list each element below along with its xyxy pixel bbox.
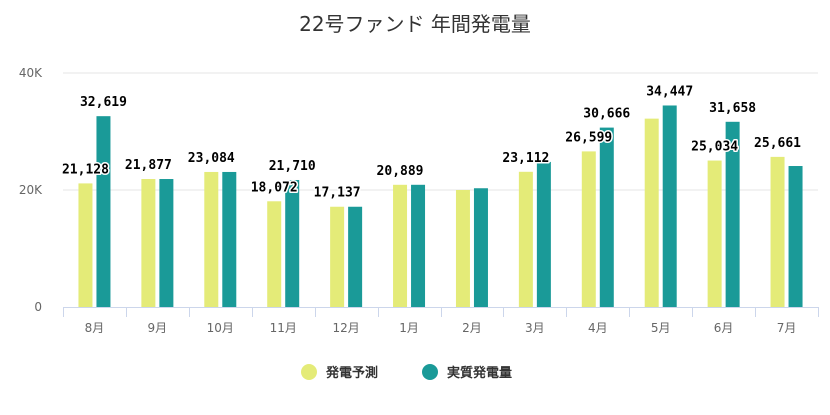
data-label: 21,128	[62, 162, 109, 177]
x-tick-label: 4月	[588, 321, 608, 335]
legend-symbol	[301, 364, 317, 380]
data-label: 34,447	[646, 84, 693, 99]
legend-symbol	[422, 364, 438, 380]
bar-forecast[interactable]	[204, 171, 219, 307]
x-tick-label: 6月	[714, 321, 734, 335]
legend-label: 発電予測	[325, 365, 378, 381]
x-tick-label: 5月	[651, 321, 671, 335]
x-tick-label: 3月	[525, 321, 545, 335]
bar-forecast[interactable]	[78, 183, 93, 307]
data-label: 18,072	[251, 180, 298, 195]
y-tick-label: 20K	[19, 183, 43, 197]
bar-actual[interactable]	[96, 116, 111, 307]
x-tick-label: 8月	[85, 321, 105, 335]
data-label: 30,666	[583, 107, 630, 122]
data-label: 25,661	[754, 136, 801, 151]
data-labels-layer: 21,128 32,619 21,877 23,084 18,072 21,710 17,1…	[60, 83, 802, 202]
y-tick-label: 40K	[19, 66, 43, 80]
bar-actual[interactable]	[473, 188, 488, 307]
legend-label: 実質発電量	[447, 365, 512, 381]
x-tick-label: 9月	[148, 321, 168, 335]
bar-actual[interactable]	[222, 171, 237, 307]
bar-forecast[interactable]	[644, 118, 659, 307]
bar-actual[interactable]	[411, 184, 426, 307]
x-tick-label: 10月	[207, 321, 234, 335]
bar-actual[interactable]	[599, 127, 614, 307]
data-label: 32,619	[80, 95, 127, 110]
bar-actual[interactable]	[725, 121, 740, 308]
x-tick-label: 12月	[332, 321, 359, 335]
data-label: 23,084	[188, 151, 235, 166]
legend[interactable]: 発電予測 実質発電量	[301, 364, 512, 381]
bar-actual[interactable]	[536, 161, 551, 307]
bar-forecast[interactable]	[770, 156, 785, 307]
bar-forecast[interactable]	[330, 206, 345, 307]
data-label: 21,877	[125, 158, 172, 173]
bar-forecast[interactable]	[141, 179, 156, 307]
data-label: 26,599	[565, 130, 612, 145]
data-label: 17,137	[314, 186, 361, 201]
grid-layer: 0 20K 40K	[19, 66, 818, 314]
bar-actual[interactable]	[788, 166, 803, 307]
bar-forecast[interactable]	[393, 184, 408, 307]
bar-actual[interactable]	[662, 105, 677, 307]
data-label: 25,034	[691, 140, 738, 155]
legend-item-forecast[interactable]: 発電予測	[301, 364, 378, 381]
bar-forecast[interactable]	[581, 151, 596, 307]
bar-actual[interactable]	[348, 206, 363, 307]
x-tick-label: 7月	[777, 321, 797, 335]
data-label: 21,710	[269, 159, 316, 174]
y-tick-label: 0	[34, 300, 42, 314]
bar-actual[interactable]	[285, 179, 300, 307]
bar-forecast[interactable]	[455, 190, 470, 307]
bar-forecast[interactable]	[518, 171, 533, 307]
bar-forecast[interactable]	[707, 160, 722, 307]
x-tick-label: 2月	[462, 321, 482, 335]
bar-forecast[interactable]	[267, 201, 282, 307]
bar-actual[interactable]	[159, 179, 174, 307]
x-axis: 8月 9月 10月 11月 12月 1月 2月 3月 4月 5月 6月 7月	[63, 307, 819, 335]
data-label: 31,658	[709, 101, 756, 116]
data-label: 23,112	[502, 151, 549, 166]
data-label: 20,889	[377, 164, 424, 179]
x-tick-label: 11月	[270, 321, 297, 335]
x-tick-label: 1月	[399, 321, 419, 335]
chart-title: 22号ファンド 年間発電量	[299, 12, 531, 36]
bars-layer	[78, 105, 803, 308]
legend-item-actual[interactable]: 実質発電量	[422, 364, 512, 381]
